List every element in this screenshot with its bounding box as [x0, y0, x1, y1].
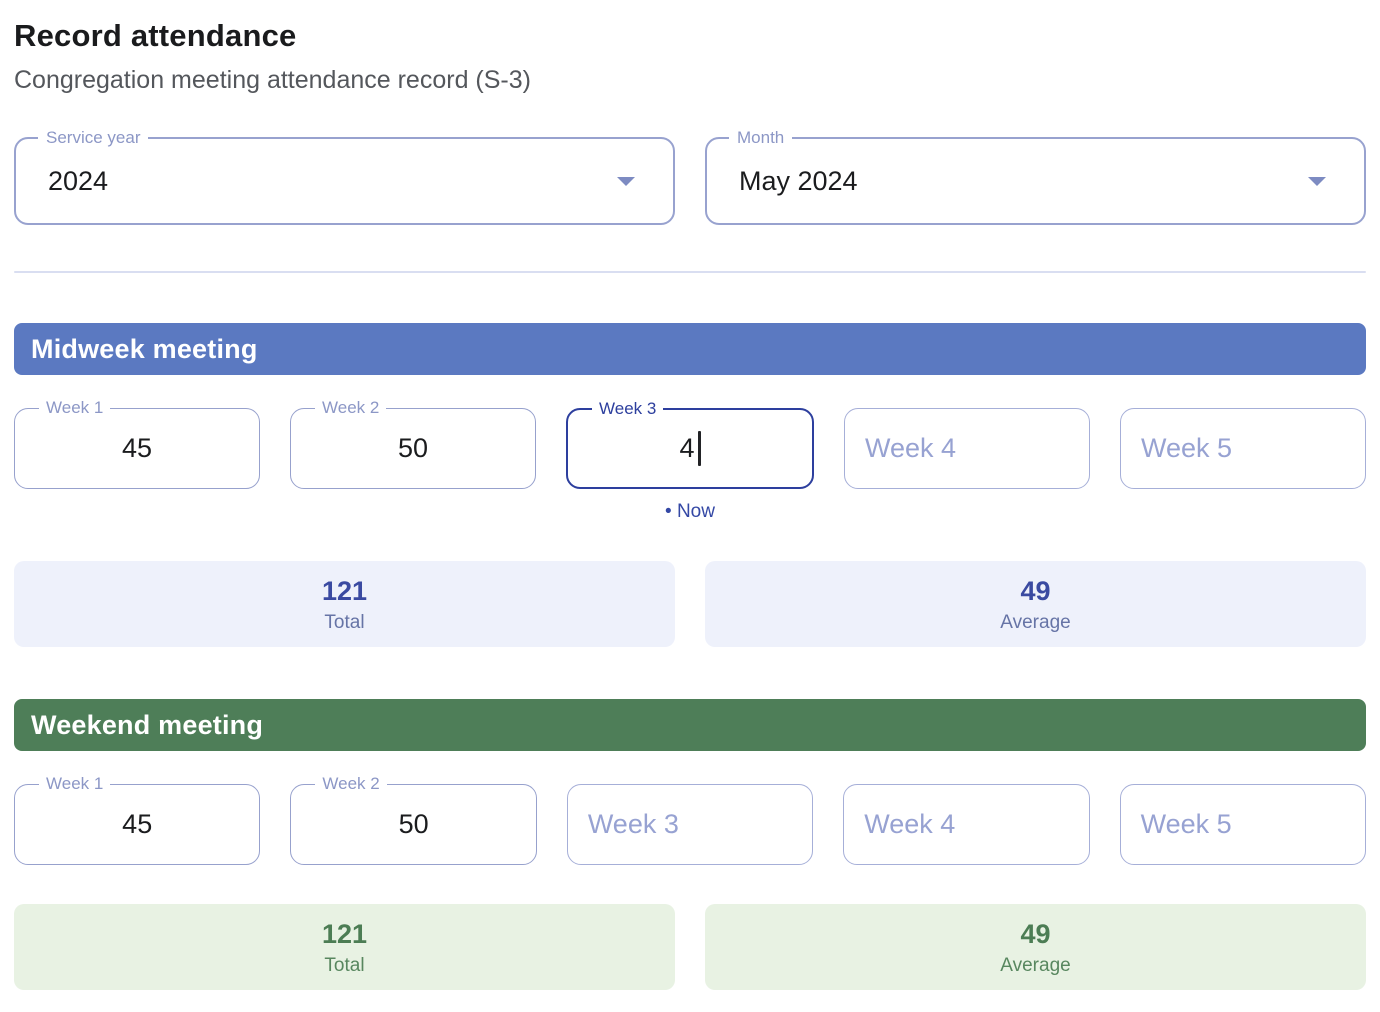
- record-attendance-page: Record attendance Congregation meeting a…: [0, 18, 1380, 990]
- midweek-week-1-value: 45: [121, 433, 153, 463]
- service-year-label: Service year: [38, 128, 149, 148]
- chevron-down-icon: [1308, 177, 1326, 186]
- weekend-weeks-row: Week 1 45 Week 2 50 Week 3 Week 4 Week 5: [14, 774, 1367, 865]
- midweek-average-card: 49 Average: [705, 561, 1366, 647]
- weekend-week-1-input[interactable]: Week 1 45: [14, 774, 261, 865]
- midweek-week-4-input[interactable]: Week 4: [844, 408, 1090, 489]
- midweek-week-5-placeholder: Week 5: [1141, 433, 1233, 463]
- weekend-week-3-input[interactable]: Week 3: [566, 784, 814, 865]
- midweek-average-value: 49: [1020, 575, 1051, 606]
- midweek-weeks-row: Week 1 45 Week 2 50 Week 3 4 Week 4 Week…: [14, 398, 1366, 489]
- midweek-week-1-input[interactable]: Week 1 45: [14, 398, 260, 489]
- chevron-down-icon: [617, 177, 635, 186]
- midweek-week-5-input[interactable]: Week 5: [1120, 408, 1366, 489]
- weekend-week-4-input[interactable]: Week 4: [843, 784, 1090, 865]
- weekend-summary-row: 121 Total 49 Average: [14, 904, 1366, 990]
- midweek-week-3-input[interactable]: Week 3 4: [566, 399, 814, 489]
- weekend-average-label: Average: [1000, 954, 1071, 976]
- weekend-week-5-placeholder: Week 5: [1140, 809, 1232, 839]
- weekend-average-card: 49 Average: [705, 904, 1366, 990]
- weekend-total-value: 121: [321, 918, 368, 949]
- weekend-total-label: Total: [324, 954, 365, 976]
- midweek-week-2-label: Week 2: [315, 398, 387, 418]
- month-label: Month: [729, 128, 793, 148]
- midweek-section-title: Midweek meeting: [31, 333, 258, 364]
- month-value: May 2024: [739, 165, 858, 196]
- now-presence-indicator: • Now: [665, 501, 715, 522]
- filters-row: Service year 2024 Month May 2024: [14, 128, 1366, 225]
- weekend-total-card: 121 Total: [14, 904, 675, 990]
- weekend-week-1-value: 45: [122, 809, 153, 839]
- weekend-section-header: Weekend meeting: [14, 699, 1366, 751]
- weekend-week-4-placeholder: Week 4: [864, 809, 956, 839]
- weekend-week-3-placeholder: Week 3: [587, 809, 679, 839]
- midweek-week-4-placeholder: Week 4: [865, 433, 957, 463]
- weekend-section-title: Weekend meeting: [31, 709, 264, 740]
- weekend-week-5-input[interactable]: Week 5: [1119, 784, 1367, 865]
- weekend-week-2-label: Week 2: [315, 774, 387, 794]
- presence-indicator-row: • Now: [14, 499, 1366, 525]
- text-caret: [697, 431, 701, 466]
- midweek-total-value: 121: [321, 575, 368, 606]
- section-divider: [14, 271, 1366, 273]
- service-year-value: 2024: [48, 165, 109, 196]
- midweek-week-2-input[interactable]: Week 2 50: [290, 398, 536, 489]
- midweek-week-2-value: 50: [397, 433, 429, 463]
- midweek-week-1-label: Week 1: [39, 398, 111, 418]
- midweek-total-label: Total: [324, 611, 365, 633]
- service-year-select[interactable]: Service year 2024: [14, 128, 675, 225]
- midweek-section-header: Midweek meeting: [14, 323, 1366, 375]
- month-select[interactable]: Month May 2024: [705, 128, 1366, 225]
- midweek-average-label: Average: [1000, 611, 1071, 633]
- midweek-summary-row: 121 Total 49 Average: [14, 561, 1366, 647]
- midweek-week-3-value: 4: [679, 433, 695, 463]
- weekend-week-2-input[interactable]: Week 2 50: [290, 774, 537, 865]
- weekend-week-1-label: Week 1: [39, 774, 111, 794]
- weekend-week-2-value: 50: [398, 809, 429, 839]
- weekend-average-value: 49: [1020, 918, 1051, 949]
- midweek-total-card: 121 Total: [14, 561, 675, 647]
- midweek-week-3-label: Week 3: [592, 399, 664, 419]
- page-subtitle: Congregation meeting attendance record (…: [14, 66, 531, 94]
- page-title: Record attendance: [14, 18, 297, 53]
